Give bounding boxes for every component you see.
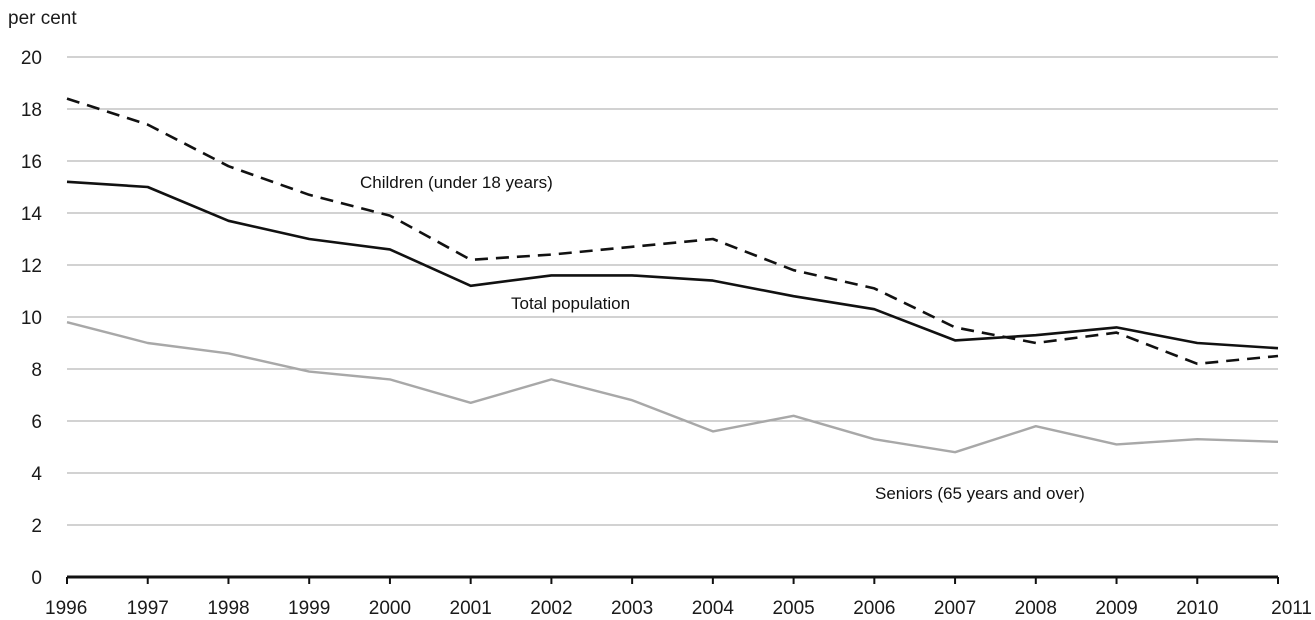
series-label-children-under-18-years: Children (under 18 years)	[360, 173, 553, 192]
y-tick-label: 0	[31, 568, 42, 589]
y-axis-tick-labels: 0 2 4 6 8 10 12 14 16 18 20	[21, 48, 43, 589]
x-tick-label: 2009	[1095, 598, 1137, 619]
y-tick-label: 14	[21, 204, 43, 225]
series-line-seniors-65-years-and-over	[66, 321, 1279, 454]
x-tick-label: 1998	[207, 598, 249, 619]
y-tick-label: 8	[31, 360, 42, 381]
series-line-children-under-18-years	[66, 97, 1279, 366]
x-tick-label: 2002	[530, 598, 572, 619]
x-tick-label: 2005	[772, 598, 814, 619]
x-tick-label: 1999	[288, 598, 330, 619]
series-label-seniors-65-years-and-over: Seniors (65 years and over)	[875, 484, 1085, 503]
x-tick-label: 2008	[1015, 598, 1057, 619]
x-tick-label: 2007	[934, 598, 976, 619]
x-tick-label: 2011	[1271, 598, 1312, 619]
x-tick-label: 2000	[369, 598, 411, 619]
gridlines	[67, 56, 1278, 526]
y-tick-label: 12	[21, 256, 42, 277]
x-axis	[66, 575, 1279, 584]
y-tick-label: 6	[31, 412, 42, 433]
x-tick-label: 2010	[1176, 598, 1218, 619]
y-tick-label: 18	[21, 100, 42, 121]
y-tick-label: 2	[31, 516, 42, 537]
series-line-total-population	[66, 180, 1279, 350]
x-tick-label: 1997	[127, 598, 169, 619]
series-lines	[66, 97, 1279, 454]
y-tick-label: 16	[21, 152, 42, 173]
x-axis-tick-labels: 1996 1997 1998 1999 2000 2001 2002 2003 2004 2005…	[45, 598, 1312, 619]
x-tick-label: 2001	[450, 598, 492, 619]
y-tick-label: 20	[21, 48, 42, 69]
series-label-total-population: Total population	[511, 294, 630, 313]
y-axis-unit-label: per cent	[8, 8, 77, 29]
series-labels: Children (under 18 years) Total populatio…	[360, 173, 1085, 503]
x-tick-label: 2006	[853, 598, 895, 619]
y-tick-label: 4	[31, 464, 42, 485]
y-tick-label: 10	[21, 308, 42, 329]
x-tick-label: 2004	[692, 598, 735, 619]
x-tick-label: 1996	[45, 598, 87, 619]
x-tick-label: 2003	[611, 598, 653, 619]
